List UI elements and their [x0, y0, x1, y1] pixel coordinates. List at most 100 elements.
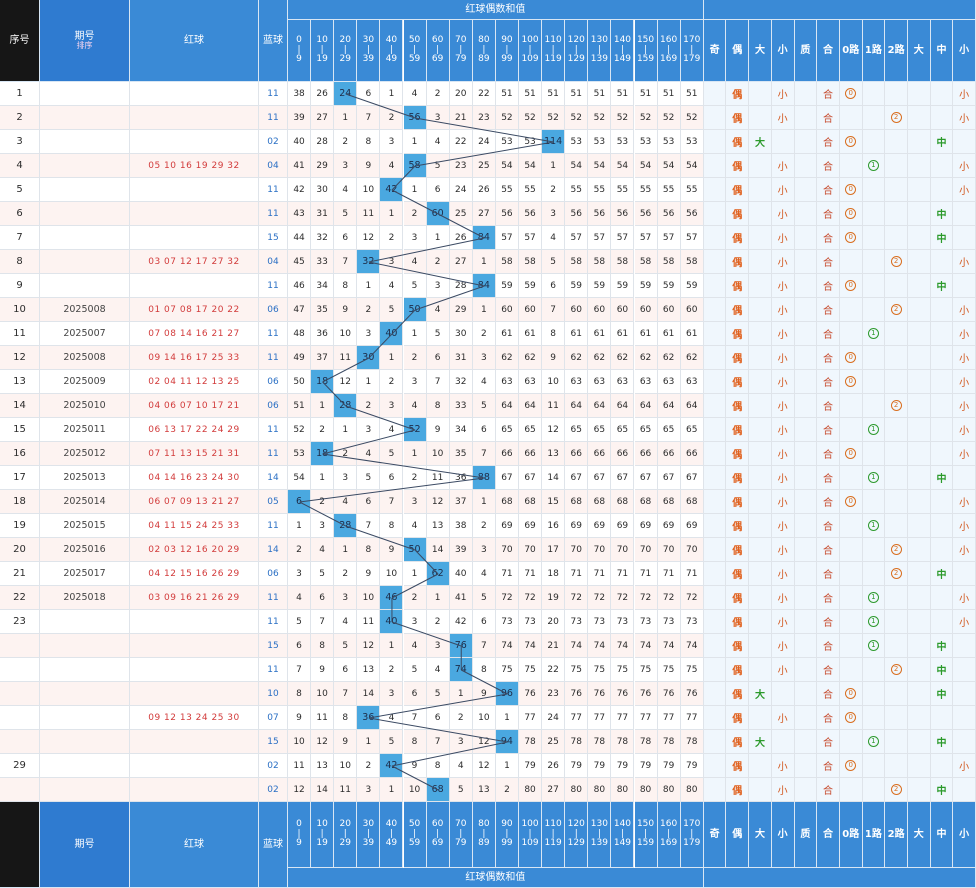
feature-cell [930, 322, 954, 346]
sum-miss-cell: 64 [634, 394, 658, 418]
small-marker: 小 [777, 162, 788, 173]
feature-cell [907, 154, 931, 178]
sum-miss-cell: 32 [311, 226, 335, 250]
sum-miss-cell: 80 [634, 778, 658, 802]
feature-cell [953, 202, 976, 226]
red-balls: 06 07 09 13 21 27 [130, 490, 259, 514]
sum-hit-cell: 94 [495, 730, 519, 754]
feature-cell [907, 634, 931, 658]
sum-miss-cell: 3 [403, 226, 427, 250]
row-index: 4 [0, 154, 40, 178]
sum-miss-cell: 4 [380, 706, 404, 730]
issue-number: 2025008 [40, 346, 130, 370]
composite-marker: 合 [823, 666, 834, 677]
feature-header-2: 大 [749, 20, 772, 82]
row-index: 14 [0, 394, 40, 418]
row-index: 17 [0, 466, 40, 490]
sum-miss-cell: 10 [472, 706, 496, 730]
feature-cell [907, 778, 931, 802]
sum-miss-cell: 5 [403, 658, 427, 682]
range-end: 159 [636, 54, 655, 65]
road-marker: 0 [845, 232, 857, 243]
sum-miss-cell: 9 [542, 346, 566, 370]
range-sep: | [436, 44, 440, 55]
sum-miss-cell: 61 [680, 322, 704, 346]
range-header-3: 30 | 39 [357, 20, 381, 82]
sum-miss-cell: 7 [542, 298, 566, 322]
feature-cell [703, 466, 727, 490]
feature-cell [862, 538, 886, 562]
row-index: 9 [0, 274, 40, 298]
feature-cell [953, 226, 976, 250]
sum-miss-cell: 62 [611, 346, 635, 370]
blue-ball: 11 [259, 610, 288, 634]
sum-miss-cell: 60 [611, 298, 635, 322]
sum-hit-cell: 56 [403, 106, 427, 130]
sum-miss-cell: 7 [288, 658, 312, 682]
feature-cell [839, 514, 863, 538]
sum-miss-cell: 3 [311, 514, 335, 538]
feature-cell [749, 490, 772, 514]
feature-cell [885, 178, 908, 202]
feature-cell [839, 250, 863, 274]
feature-label: 奇 [709, 45, 720, 56]
red-balls: 02 04 11 12 13 25 [130, 370, 259, 394]
range-sep: | [574, 44, 578, 55]
middle-marker: 中 [936, 690, 947, 701]
feature-cell: 小 [953, 346, 976, 370]
sum-miss-cell: 60 [588, 298, 612, 322]
sum-miss-cell: 1 [426, 226, 450, 250]
feature-cell [930, 346, 954, 370]
feature-cell [907, 562, 931, 586]
sum-miss-cell: 79 [634, 754, 658, 778]
sum-miss-cell: 54 [565, 154, 589, 178]
red-balls: 01 07 08 17 20 22 [130, 298, 259, 322]
sum-miss-cell: 1 [472, 250, 496, 274]
issue-number [40, 106, 130, 130]
sum-miss-cell: 78 [611, 730, 635, 754]
red-balls [130, 634, 259, 658]
range-end: 9 [296, 54, 302, 65]
sum-miss-cell: 71 [588, 562, 612, 586]
sum-miss-cell: 28 [449, 274, 473, 298]
feature-cell: 0 [839, 226, 863, 250]
feature-cell [930, 538, 954, 562]
sum-miss-cell: 60 [519, 298, 543, 322]
sum-miss-cell: 68 [519, 490, 543, 514]
feature-cell [794, 82, 818, 106]
feature-cell: 1 [862, 154, 886, 178]
feature-cell: 偶 [726, 754, 750, 778]
sum-miss-cell: 75 [657, 658, 681, 682]
road-marker: 0 [845, 760, 857, 771]
range-end: 129 [567, 838, 585, 849]
feature-cell: 偶 [726, 466, 750, 490]
sum-miss-cell: 38 [288, 82, 312, 106]
feature-cell: 合 [817, 442, 840, 466]
range-start: 50 [408, 818, 421, 829]
red-balls [130, 82, 259, 106]
sum-miss-cell: 4 [472, 370, 496, 394]
feature-cell: 小 [953, 418, 976, 442]
composite-marker: 合 [823, 426, 834, 437]
range-start: 0 [296, 818, 302, 829]
feature-cell: 中 [930, 466, 954, 490]
feature-cell [794, 418, 818, 442]
feature-cell [885, 706, 908, 730]
range-end: 169 [660, 838, 678, 849]
sum-miss-cell: 65 [634, 418, 658, 442]
sum-miss-cell: 6 [426, 346, 450, 370]
feature-cell [862, 250, 886, 274]
middle-marker: 中 [936, 138, 947, 149]
feature-cell [885, 322, 908, 346]
feature-cell [703, 202, 727, 226]
row-index: 11 [0, 322, 40, 346]
feature-cell [794, 658, 818, 682]
feature-cell [749, 394, 772, 418]
sort-toggle[interactable]: 排序 [76, 40, 93, 50]
sum-miss-cell: 70 [657, 538, 681, 562]
range-end: 139 [590, 838, 608, 849]
sum-miss-cell: 60 [634, 298, 658, 322]
sum-miss-cell: 59 [657, 274, 681, 298]
issue-column-header[interactable]: 期号 排序 [40, 0, 130, 82]
